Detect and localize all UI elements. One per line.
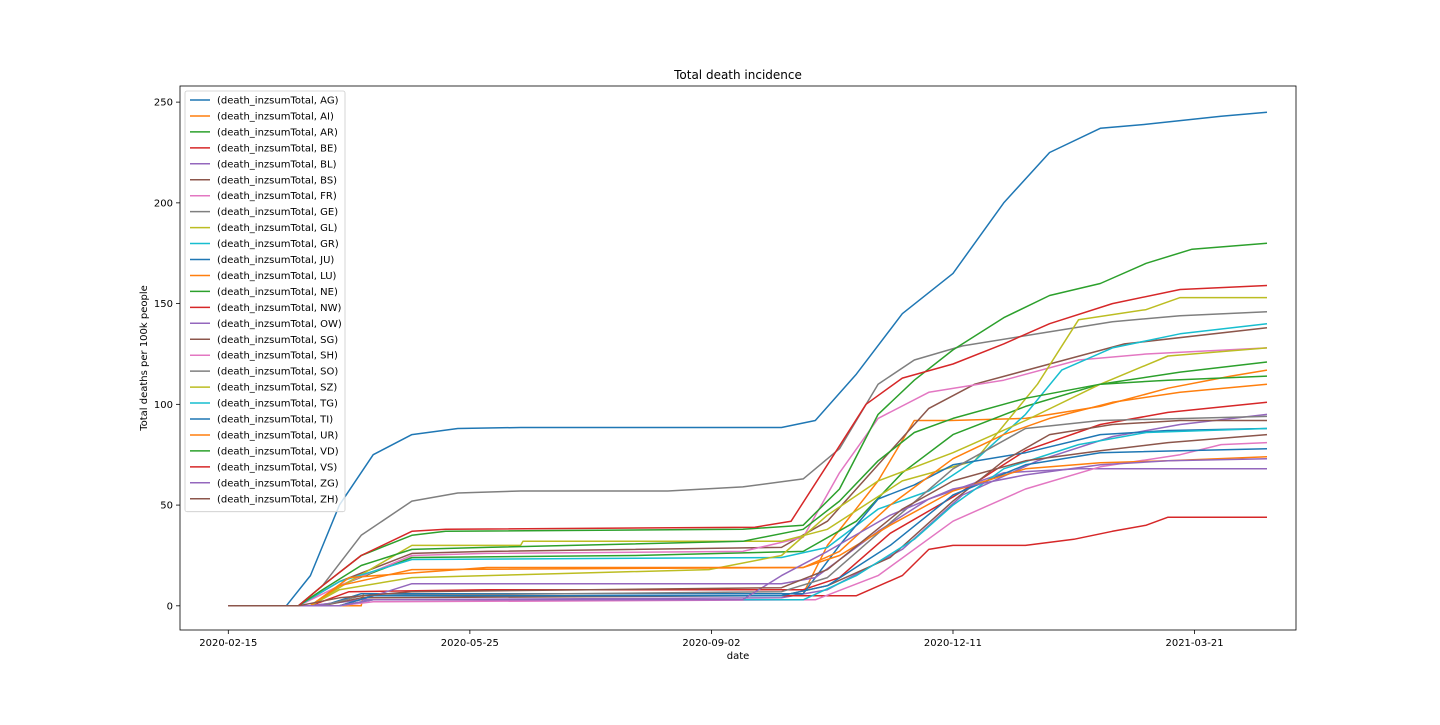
legend-entry: (death_inzsumTotal, GR) bbox=[217, 239, 339, 250]
x-tick-label: 2020-02-15 bbox=[199, 638, 257, 649]
series-line bbox=[228, 468, 1267, 607]
legend-entry: (death_inzsumTotal, VS) bbox=[217, 462, 337, 473]
series-line bbox=[228, 427, 1268, 607]
legend-entry: (death_inzsumTotal, LU) bbox=[217, 271, 337, 282]
series-line bbox=[228, 296, 1267, 607]
legend-entry: (death_inzsumTotal, OW) bbox=[217, 319, 342, 330]
y-tick-label: 50 bbox=[160, 501, 173, 512]
legend-entry: (death_inzsumTotal, ZH) bbox=[217, 494, 339, 505]
x-tick-label: 2020-05-25 bbox=[441, 638, 499, 649]
legend-entry: (death_inzsumTotal, GL) bbox=[217, 223, 337, 234]
legend-entry: (death_inzsumTotal, TI) bbox=[217, 415, 333, 426]
legend-entry: (death_inzsumTotal, AR) bbox=[217, 127, 338, 138]
legend-entry: (death_inzsumTotal, BE) bbox=[217, 143, 337, 154]
y-tick-label: 200 bbox=[154, 198, 173, 209]
legend-entry: (death_inzsumTotal, ZG) bbox=[217, 478, 339, 489]
legend-entry: (death_inzsumTotal, FR) bbox=[217, 191, 337, 202]
series-line bbox=[228, 369, 1268, 607]
series-line bbox=[228, 375, 1268, 607]
y-tick-label: 0 bbox=[167, 601, 173, 612]
chart-title: Total death incidence bbox=[673, 68, 802, 82]
legend-entry: (death_inzsumTotal, JU) bbox=[217, 255, 334, 266]
plot-area bbox=[228, 111, 1268, 607]
series-line bbox=[228, 441, 1268, 607]
legend-entry: (death_inzsumTotal, SZ) bbox=[217, 383, 337, 394]
series-line bbox=[228, 347, 1268, 607]
x-axis-label: date bbox=[727, 651, 750, 662]
legend-entry: (death_inzsumTotal, SH) bbox=[217, 351, 338, 362]
series-line bbox=[228, 327, 1268, 607]
series-line bbox=[228, 415, 1268, 607]
series-line bbox=[228, 361, 1268, 607]
series-line bbox=[228, 433, 1268, 607]
legend-entry: (death_inzsumTotal, VD) bbox=[217, 446, 339, 457]
series-line bbox=[228, 457, 1268, 607]
legend-entry: (death_inzsumTotal, NW) bbox=[217, 303, 342, 314]
legend-entry: (death_inzsumTotal, TG) bbox=[217, 399, 338, 410]
y-tick-label: 150 bbox=[154, 299, 173, 310]
x-tick-label: 2021-03-21 bbox=[1165, 638, 1223, 649]
legend-entry: (death_inzsumTotal, GE) bbox=[217, 207, 338, 218]
plot-frame bbox=[179, 85, 1297, 631]
legend-entry: (death_inzsumTotal, AI) bbox=[217, 111, 334, 122]
series-line bbox=[228, 310, 1268, 607]
series-line bbox=[228, 383, 1268, 607]
legend-entry: (death_inzsumTotal, NE) bbox=[217, 287, 338, 298]
y-tick-label: 100 bbox=[154, 400, 173, 411]
y-axis-label: Total deaths per 100k people bbox=[139, 285, 150, 432]
legend-entry: (death_inzsumTotal, SO) bbox=[217, 367, 338, 378]
x-tick-label: 2020-09-02 bbox=[682, 638, 740, 649]
series-line bbox=[228, 447, 1268, 607]
legend-entry: (death_inzsumTotal, UR) bbox=[217, 430, 338, 441]
series-line bbox=[228, 284, 1268, 607]
series-line bbox=[228, 419, 1267, 607]
series-line bbox=[228, 455, 1268, 607]
x-tick-label: 2020-12-11 bbox=[924, 638, 982, 649]
legend-entry: (death_inzsumTotal, BL) bbox=[217, 159, 337, 170]
legend: (death_inzsumTotal, AG) (death_inzsumTota… bbox=[184, 90, 346, 513]
legend-entry: (death_inzsumTotal, AG) bbox=[217, 96, 339, 107]
series-line bbox=[228, 413, 1268, 607]
series-line bbox=[228, 427, 1268, 607]
y-tick-label: 250 bbox=[154, 98, 173, 109]
legend-entry: (death_inzsumTotal, SG) bbox=[217, 335, 338, 346]
legend-box bbox=[184, 90, 346, 513]
legend-entry: (death_inzsumTotal, BS) bbox=[217, 175, 337, 186]
series-line bbox=[228, 401, 1268, 607]
